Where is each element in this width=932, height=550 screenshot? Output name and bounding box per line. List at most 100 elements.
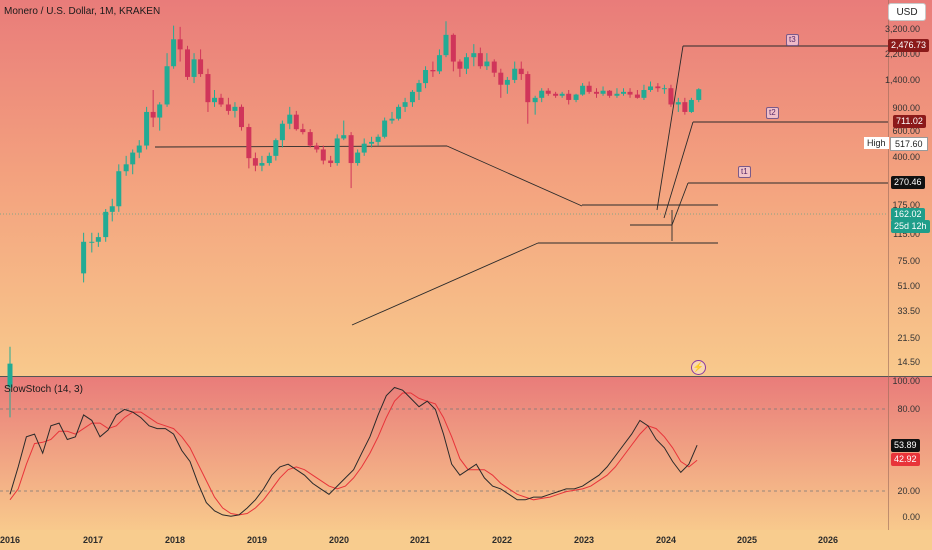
candle-up[interactable] xyxy=(647,86,653,90)
candle-up[interactable] xyxy=(273,140,279,156)
candle-up[interactable] xyxy=(389,118,395,121)
target-t2-leg[interactable] xyxy=(663,121,694,219)
target-label-t2[interactable]: t2 xyxy=(766,107,779,119)
candle-down[interactable] xyxy=(668,88,674,105)
candle-up[interactable] xyxy=(423,70,429,84)
candle-up[interactable] xyxy=(103,211,109,238)
candle-down[interactable] xyxy=(586,85,592,92)
candle-up[interactable] xyxy=(212,97,217,103)
candle-up[interactable] xyxy=(157,104,163,118)
candle-up[interactable] xyxy=(580,85,586,95)
candle-up[interactable] xyxy=(621,91,626,94)
drawing-trendlines[interactable] xyxy=(154,45,888,326)
candle-down[interactable] xyxy=(450,34,456,62)
candle-up[interactable] xyxy=(191,59,197,77)
candle-up[interactable] xyxy=(443,34,449,56)
lightning-icon[interactable]: ⚡ xyxy=(691,360,706,375)
candle-up[interactable] xyxy=(164,66,170,105)
candle-down[interactable] xyxy=(457,61,463,69)
candle-up[interactable] xyxy=(95,237,101,242)
candle-down[interactable] xyxy=(225,104,231,111)
candle-up[interactable] xyxy=(81,241,87,274)
candle-down[interactable] xyxy=(205,74,211,103)
candle-up[interactable] xyxy=(355,152,361,164)
candle-down[interactable] xyxy=(545,90,551,94)
resistance-top-line[interactable] xyxy=(154,145,448,148)
candle-down[interactable] xyxy=(300,129,306,133)
candle-up[interactable] xyxy=(532,97,538,103)
candle-down[interactable] xyxy=(218,97,224,105)
candle-up[interactable] xyxy=(232,106,238,111)
candle-up[interactable] xyxy=(614,93,620,96)
indicator-title[interactable]: SlowStoch (14, 3) xyxy=(4,384,83,395)
candle-up[interactable] xyxy=(109,206,115,212)
candle-down[interactable] xyxy=(198,59,204,75)
candle-down[interactable] xyxy=(430,70,436,72)
candle-up[interactable] xyxy=(341,135,347,139)
candle-up[interactable] xyxy=(279,123,285,141)
candle-down[interactable] xyxy=(348,135,354,164)
candle-up[interactable] xyxy=(123,164,129,172)
candle-down[interactable] xyxy=(246,127,252,159)
candle-up[interactable] xyxy=(402,102,408,107)
candle-up[interactable] xyxy=(688,99,694,112)
triangle-lower-line[interactable] xyxy=(351,242,539,326)
stoch-d-line[interactable] xyxy=(9,392,698,516)
candle-down[interactable] xyxy=(314,145,320,150)
stoch-k-line[interactable] xyxy=(9,386,698,517)
candle-down[interactable] xyxy=(607,90,613,96)
target-label-t1[interactable]: t1 xyxy=(738,166,751,178)
candle-down[interactable] xyxy=(320,149,326,161)
candle-up[interactable] xyxy=(266,155,272,164)
currency-button[interactable]: USD xyxy=(888,3,926,21)
candle-down[interactable] xyxy=(655,86,661,89)
candle-down[interactable] xyxy=(498,72,504,85)
candle-up[interactable] xyxy=(675,102,681,105)
candle-down[interactable] xyxy=(682,102,688,112)
candle-up[interactable] xyxy=(559,93,565,96)
candle-down[interactable] xyxy=(307,132,313,146)
candle-up[interactable] xyxy=(600,90,606,94)
candle-down[interactable] xyxy=(518,68,524,75)
candle-up[interactable] xyxy=(171,39,177,67)
candle-down[interactable] xyxy=(525,74,531,103)
candle-up[interactable] xyxy=(573,94,579,100)
candle-down[interactable] xyxy=(328,160,334,164)
candle-up[interactable] xyxy=(436,55,442,72)
candle-up[interactable] xyxy=(471,53,477,58)
candle-up[interactable] xyxy=(409,91,415,103)
candle-down[interactable] xyxy=(177,39,183,50)
candle-up[interactable] xyxy=(463,57,469,69)
candle-down[interactable] xyxy=(252,158,258,166)
candle-up[interactable] xyxy=(382,120,388,137)
candle-down[interactable] xyxy=(150,111,156,118)
target-t3-leg[interactable] xyxy=(656,45,684,211)
candle-up[interactable] xyxy=(89,241,95,243)
target-label-t3[interactable]: t3 xyxy=(786,34,799,46)
triangle-upper-line[interactable] xyxy=(446,145,583,207)
candle-up[interactable] xyxy=(287,114,293,124)
candle-down[interactable] xyxy=(553,93,559,96)
chart-title[interactable]: Monero / U.S. Dollar, 1M, KRAKEN xyxy=(4,6,161,17)
candle-up[interactable] xyxy=(369,141,375,144)
target-t1-leg[interactable] xyxy=(671,182,689,226)
candle-down[interactable] xyxy=(477,53,483,67)
candle-up[interactable] xyxy=(539,90,545,98)
candle-up[interactable] xyxy=(136,145,142,153)
candle-down[interactable] xyxy=(594,91,600,94)
candle-up[interactable] xyxy=(375,136,381,142)
candle-down[interactable] xyxy=(491,61,497,73)
candle-up[interactable] xyxy=(7,363,13,388)
candle-down[interactable] xyxy=(634,94,640,98)
candle-up[interactable] xyxy=(334,138,340,164)
candle-up[interactable] xyxy=(696,89,702,100)
candle-down[interactable] xyxy=(293,114,299,130)
candles[interactable] xyxy=(7,21,702,418)
candle-up[interactable] xyxy=(484,61,490,67)
candle-up[interactable] xyxy=(116,171,122,207)
candle-up[interactable] xyxy=(641,89,647,98)
candle-up[interactable] xyxy=(504,79,510,85)
candle-up[interactable] xyxy=(144,111,150,146)
candle-down[interactable] xyxy=(185,49,191,77)
candle-up[interactable] xyxy=(259,163,265,166)
